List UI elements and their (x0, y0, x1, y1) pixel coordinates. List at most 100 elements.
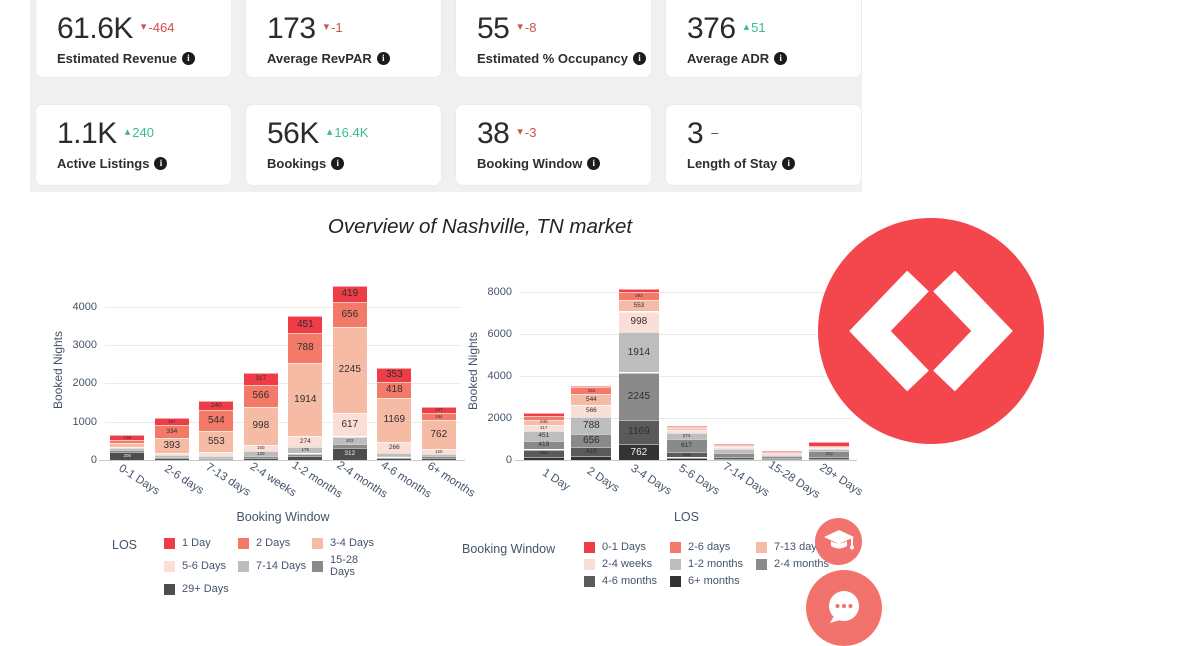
bar-segment[interactable] (154, 458, 189, 460)
legend-item-7-14-days[interactable]: 7-14 Days (238, 554, 312, 578)
info-icon[interactable]: i (376, 51, 390, 65)
bar-segment[interactable]: 762 (421, 420, 456, 450)
bar-segment[interactable]: 617 (666, 439, 707, 452)
bar-segment[interactable] (761, 458, 802, 460)
bar-segment[interactable]: 147 (421, 407, 456, 413)
bar-segment[interactable]: 1169 (618, 419, 659, 444)
info-icon[interactable]: i (587, 156, 601, 170)
bar-segment[interactable]: 2245 (618, 372, 659, 420)
bar-segment[interactable] (199, 452, 234, 456)
bar-segment[interactable]: 788 (288, 332, 323, 364)
bar-segment[interactable] (523, 456, 564, 460)
bar-segment[interactable] (332, 444, 367, 448)
bar-segment[interactable]: 1914 (288, 363, 323, 437)
info-icon[interactable]: i (154, 156, 168, 170)
bar-segment[interactable] (666, 426, 707, 427)
bar-segment[interactable] (523, 415, 564, 420)
bar-segment[interactable]: 1169 (377, 397, 412, 443)
bar-segment[interactable] (666, 429, 707, 434)
bar-segment[interactable] (288, 456, 323, 460)
bar-segment[interactable] (809, 448, 850, 451)
bar-segment[interactable] (761, 456, 802, 459)
bar-segment[interactable] (761, 450, 802, 453)
bar-segment[interactable] (523, 412, 564, 416)
bar-segment[interactable]: 274 (666, 433, 707, 439)
bar-segment[interactable]: 419 (332, 285, 367, 302)
bar-segment[interactable] (243, 455, 278, 458)
bar-segment[interactable]: 451 (288, 315, 323, 333)
bar-segment[interactable]: 656 (332, 301, 367, 327)
bar-segment[interactable]: 334 (571, 386, 612, 394)
bar-segment[interactable] (110, 442, 145, 447)
legend-item-2-4-weeks[interactable]: 2-4 weeks (584, 558, 670, 570)
bar-segment[interactable] (110, 449, 145, 453)
bar-segment[interactable] (714, 452, 755, 458)
bar-segment[interactable] (761, 452, 802, 454)
bar-segment[interactable] (421, 456, 456, 458)
legend-item-2-6-days[interactable]: 2-6 days (670, 541, 756, 553)
legend-item-2-4-months[interactable]: 2-4 months (756, 558, 842, 570)
bar-segment[interactable] (199, 457, 234, 459)
bar-segment[interactable] (809, 445, 850, 447)
bar-segment[interactable] (288, 453, 323, 457)
legend-item-29+-days[interactable]: 29+ Days (164, 583, 238, 595)
bar-segment[interactable]: 334 (154, 425, 189, 439)
bar-segment[interactable] (714, 446, 755, 450)
bar-segment[interactable] (571, 456, 612, 460)
bar-segment[interactable]: 393 (154, 438, 189, 454)
bar-segment[interactable]: 266 (377, 442, 412, 453)
bar-segment[interactable] (714, 457, 755, 459)
legend-item-3-4-days[interactable]: 3-4 Days (312, 537, 386, 549)
legend-item-7-13-days[interactable]: 7-13 days (756, 541, 842, 553)
bar-segment[interactable]: 553 (618, 299, 659, 312)
bar-segment[interactable] (809, 457, 850, 459)
bar-segment[interactable]: 184 (421, 413, 456, 421)
bar-segment[interactable] (154, 453, 189, 456)
bar-segment[interactable] (199, 455, 234, 458)
bar-segment[interactable]: 353 (523, 449, 564, 457)
bar-segment[interactable] (110, 440, 145, 443)
legend-item-2-days[interactable]: 2 Days (238, 537, 312, 549)
legend-item-5-6-days[interactable]: 5-6 Days (164, 554, 238, 578)
bar-segment[interactable]: 762 (618, 444, 659, 460)
bar-segment[interactable] (243, 457, 278, 460)
bar-segment[interactable] (809, 447, 850, 449)
legend-item-15-28-days[interactable]: 15-28 Days (312, 554, 386, 578)
bar-segment[interactable] (809, 446, 850, 448)
bar-segment[interactable] (761, 453, 802, 455)
bar-segment[interactable]: 120 (243, 451, 278, 456)
info-icon[interactable]: i (633, 51, 646, 65)
info-icon[interactable]: i (181, 51, 195, 65)
bar-segment[interactable]: 566 (243, 385, 278, 407)
bar-segment[interactable]: 2245 (332, 326, 367, 413)
bar-segment[interactable]: 240 (199, 400, 234, 410)
chat-fab-button[interactable] (806, 570, 882, 646)
bar-segment[interactable] (377, 452, 412, 456)
bar-segment[interactable] (377, 457, 412, 460)
bar-segment[interactable] (666, 426, 707, 428)
bar-segment[interactable]: 566 (571, 405, 612, 418)
bar-segment[interactable] (154, 455, 189, 458)
bar-segment[interactable] (809, 458, 850, 460)
education-fab-button[interactable] (815, 518, 862, 565)
bar-segment[interactable] (110, 447, 145, 450)
bar-segment[interactable]: 451 (523, 431, 564, 441)
bar-segment[interactable] (154, 457, 189, 459)
info-icon[interactable]: i (331, 156, 345, 170)
info-icon[interactable]: i (782, 156, 796, 170)
bar-segment[interactable]: 317 (523, 424, 564, 432)
bar-segment[interactable]: 418 (571, 447, 612, 457)
bar-segment[interactable] (618, 289, 659, 292)
bar-segment[interactable]: 312 (332, 448, 367, 460)
bar-segment[interactable]: 998 (618, 311, 659, 333)
bar-segment[interactable] (714, 443, 755, 445)
bar-segment[interactable] (714, 444, 755, 446)
bar-segment[interactable] (809, 441, 850, 446)
bar-segment[interactable]: 274 (288, 436, 323, 447)
bar-segment[interactable]: 240 (523, 419, 564, 425)
bar-segment[interactable]: 136 (110, 435, 145, 441)
bar-segment[interactable]: 656 (571, 433, 612, 448)
bar-segment[interactable]: 175 (288, 446, 323, 454)
bar-segment[interactable] (714, 449, 755, 453)
bar-segment[interactable] (714, 458, 755, 460)
